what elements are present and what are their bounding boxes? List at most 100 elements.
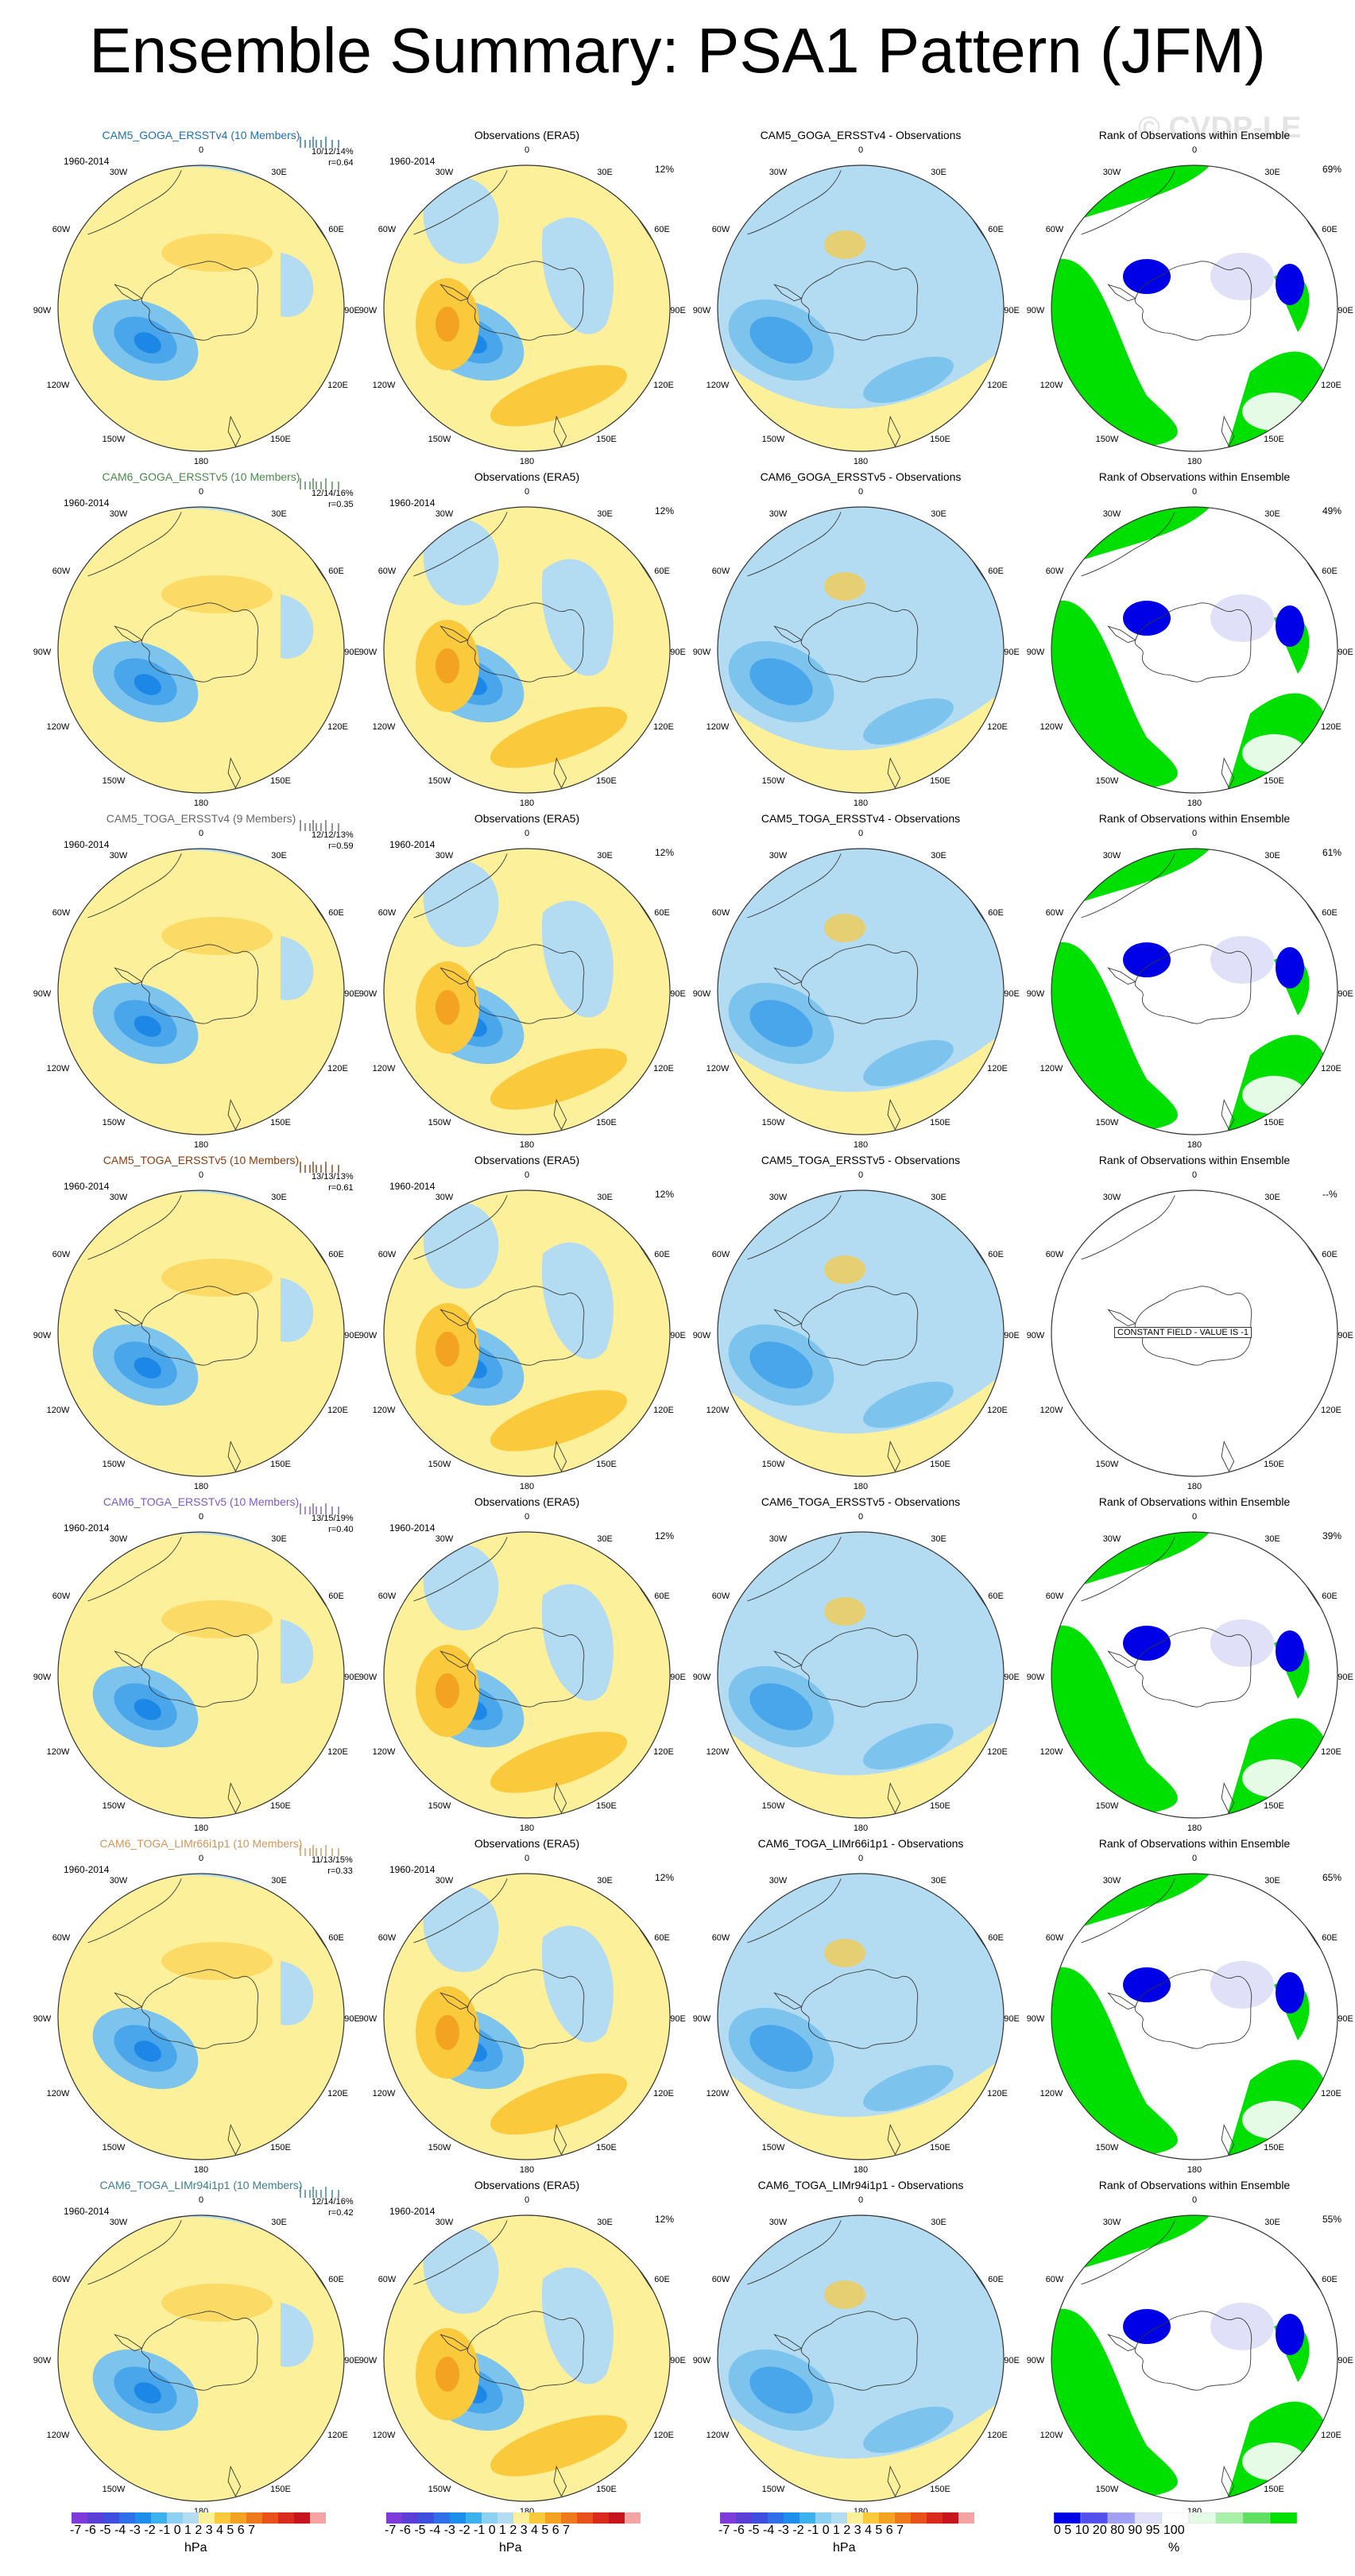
colorbar-swatch	[230, 2512, 246, 2524]
colorbar-swatch	[497, 2512, 513, 2524]
period-label: 1960-2014	[389, 497, 436, 509]
lon-label: 150W	[1096, 435, 1119, 444]
lon-label: 30E	[271, 851, 287, 861]
lon-label: 60E	[328, 567, 344, 576]
lon-label: 90W	[1027, 648, 1045, 657]
lon-label: 120W	[1040, 1406, 1063, 1415]
lon-label: 150E	[1264, 2143, 1284, 2152]
member-ticks	[300, 1162, 339, 1173]
lon-label: 150E	[596, 1460, 617, 1469]
lon-label: 120W	[1040, 1064, 1063, 1073]
lon-label: 90W	[359, 1673, 377, 1682]
colorbar-swatch	[720, 2512, 736, 2524]
lon-label: 120E	[1321, 1747, 1341, 1757]
stats-percent: 12/12/13%	[312, 830, 354, 840]
diff-panel-6: CAM6_TOGA_LIMr66i1p1 - Observations 0 30W 3…	[691, 1837, 1030, 2180]
lon-label: 120W	[47, 1064, 70, 1073]
lon-label: 30W	[769, 509, 788, 519]
lon-label: 180	[520, 799, 534, 808]
colorbar-swatch	[577, 2512, 593, 2524]
lon-label: 150W	[103, 1118, 126, 1127]
lon-label: 150E	[270, 1118, 291, 1127]
colorbar-percent-ticks: 0 5 10 20 80 90 95 100	[1054, 2524, 1185, 2537]
colorbar-swatch	[561, 2512, 577, 2524]
lon-label: 150W	[103, 2485, 126, 2494]
ensemble-stats: 13/13/13% r=0.61	[312, 1171, 354, 1193]
colorbar-swatch	[151, 2512, 167, 2524]
lon-label: 0	[858, 487, 863, 497]
lon-label: 150E	[1264, 2485, 1284, 2494]
stats-percent: 13/15/19%	[312, 1514, 354, 1523]
lon-label: 150W	[762, 1118, 785, 1127]
lon-label: 150W	[428, 1801, 451, 1811]
colorbar-swatch	[294, 2512, 310, 2524]
lon-label: 60W	[52, 567, 71, 576]
lon-label: 90W	[33, 989, 52, 999]
lon-label: 60W	[378, 1933, 397, 1943]
colorbar-swatch	[119, 2512, 135, 2524]
lon-label: 90E	[344, 2014, 360, 2024]
lon-label: 120E	[987, 1064, 1008, 1073]
rank-percent: 39%	[1322, 1530, 1342, 1541]
lon-label: 90E	[1004, 306, 1020, 315]
lon-label: 120E	[653, 2089, 674, 2098]
lon-label: 30E	[931, 2218, 947, 2227]
panel-title: CAM5_TOGA_ERSSTv5 (10 Members)	[103, 1154, 300, 1166]
lon-label: 0	[525, 1854, 529, 1863]
colorbar-swatch	[72, 2512, 87, 2524]
lon-label: 90W	[33, 1331, 52, 1340]
diff-panel-7: CAM6_TOGA_LIMr94i1p1 - Observations 0 30W 3…	[691, 2179, 1030, 2522]
lon-label: 30E	[1264, 1876, 1280, 1886]
lon-label: 120E	[327, 2089, 348, 2098]
lon-label: 60E	[988, 2275, 1004, 2284]
colorbar-percent-unit: %	[1168, 2541, 1180, 2555]
lon-label: 120W	[47, 1406, 70, 1415]
lon-label: 60E	[328, 225, 344, 234]
rank-panel-3: Rank of Observations within Ensemble 0 30W…	[1025, 812, 1355, 1155]
stats-percent: 12/14/16%	[312, 2197, 354, 2207]
lon-label: 0	[858, 2195, 863, 2205]
lon-label: 30E	[931, 851, 947, 861]
ensemble-stats: 12/14/16% r=0.35	[312, 488, 354, 510]
lon-label: 30E	[597, 851, 613, 861]
lon-label: 0	[199, 1854, 203, 1863]
lon-label: 120W	[373, 2089, 396, 2098]
colorbar-swatch	[135, 2512, 151, 2524]
lon-label: 30W	[1103, 1193, 1121, 1202]
period-label: 1960-2014	[64, 497, 110, 509]
lon-label: 30W	[436, 1876, 454, 1886]
lon-label: 90W	[693, 1331, 711, 1340]
colorbar-hpa-2-unit: hPa	[499, 2541, 522, 2555]
lon-label: 90W	[359, 989, 377, 999]
lon-label: 0	[199, 1170, 203, 1180]
lon-label: 60E	[328, 908, 344, 918]
rank-percent: 55%	[1322, 2214, 1342, 2225]
lon-label: 120W	[707, 1747, 730, 1757]
lon-label: 180	[854, 1140, 868, 1150]
lon-label: 150E	[930, 1801, 950, 1811]
lon-label: 30W	[1103, 168, 1121, 177]
colorbar-swatch	[1054, 2512, 1082, 2524]
colorbar-percent	[1054, 2512, 1298, 2524]
panel-title: CAM5_GOGA_ERSSTv4 - Observations	[760, 129, 962, 141]
period-label: 1960-2014	[389, 2206, 436, 2217]
lon-label: 30E	[931, 509, 947, 519]
lon-label: 90E	[1004, 2356, 1020, 2365]
lon-label: 0	[525, 487, 529, 497]
lon-label: 60E	[1322, 1592, 1338, 1601]
member-ticks	[300, 1845, 339, 1856]
lon-label: 180	[194, 799, 208, 808]
colorbar-swatch	[482, 2512, 497, 2524]
lon-label: 120E	[987, 2431, 1008, 2440]
lon-label: 90E	[344, 2356, 360, 2365]
lon-label: 30E	[597, 1193, 613, 1202]
member-ticks	[300, 2187, 339, 2198]
lon-label: 150W	[428, 776, 451, 786]
